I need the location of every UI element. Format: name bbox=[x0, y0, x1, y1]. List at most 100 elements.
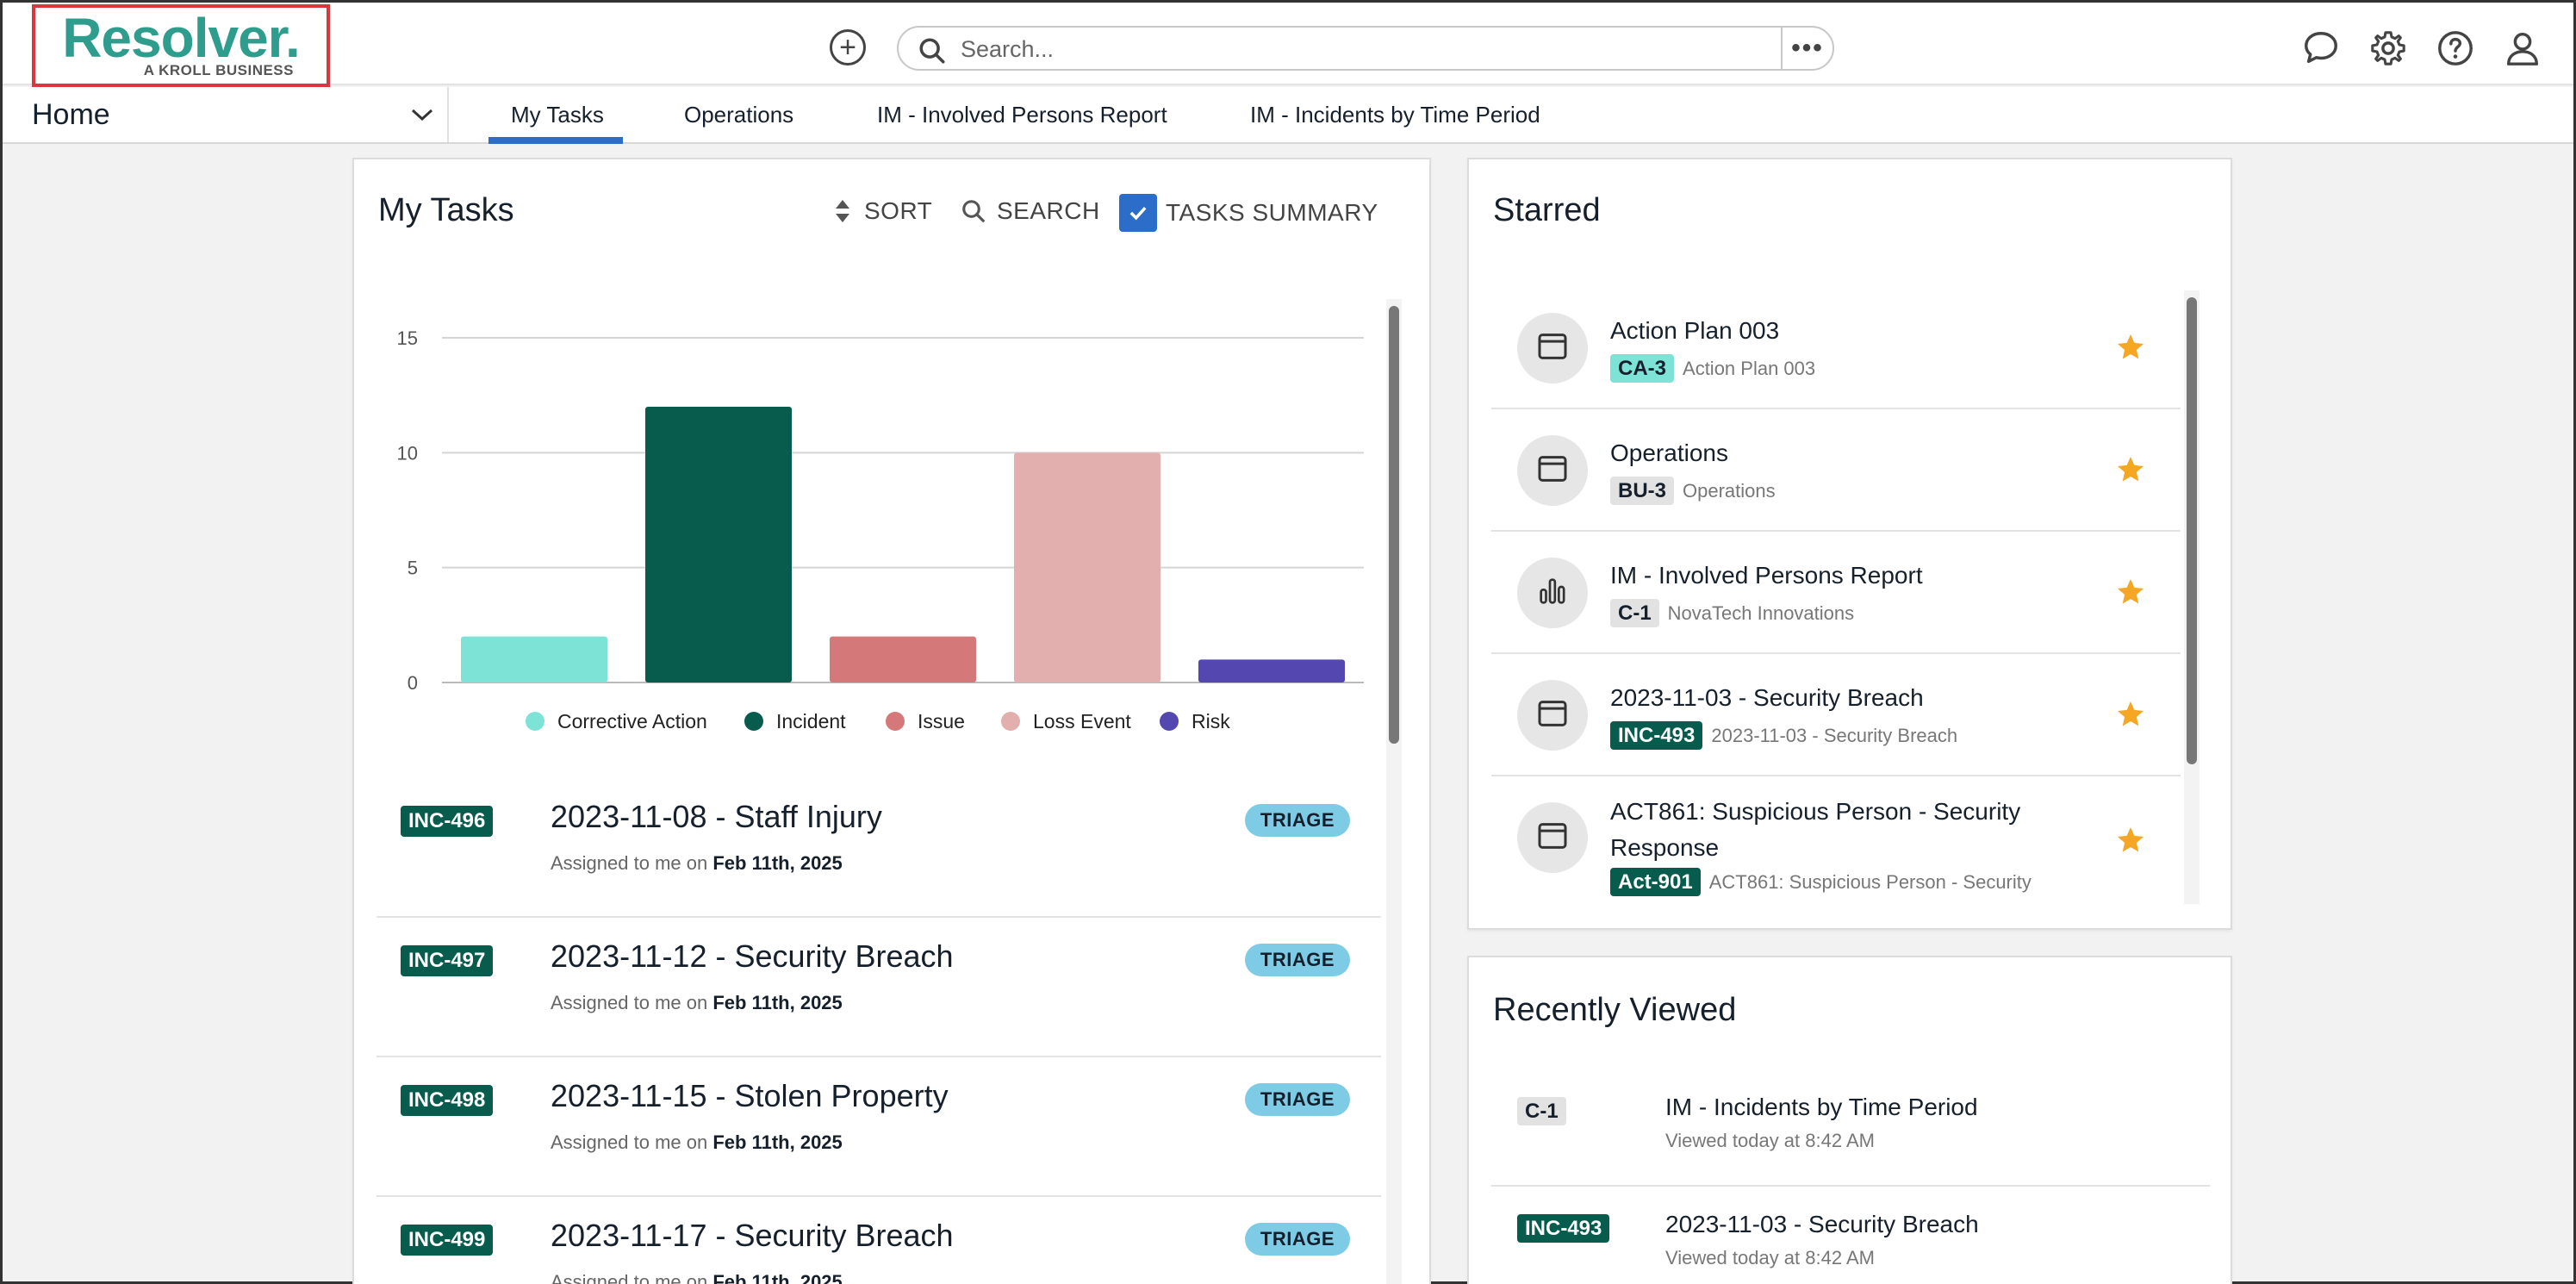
assigned-prefix: Assigned to me on bbox=[551, 992, 708, 1013]
top-bar: Resolver. A KROLL BUSINESS + ••• bbox=[3, 3, 2573, 87]
starred-item[interactable]: Action Plan 003 CA-3 Action Plan 003 bbox=[1491, 287, 2181, 409]
task-row[interactable]: INC-496 2023-11-08 - Staff Injury Assigned… bbox=[376, 778, 1381, 918]
checkbox-checked-icon[interactable] bbox=[1119, 194, 1157, 232]
legend-label: Loss Event bbox=[1033, 710, 1131, 732]
gear-icon[interactable] bbox=[2368, 28, 2408, 68]
search-options-button[interactable]: ••• bbox=[1781, 28, 1832, 69]
tab-im-incidents-by-time-period[interactable]: IM - Incidents by Time Period bbox=[1250, 101, 1540, 128]
nav-bar: Home My Tasks Operations IM - Involved P… bbox=[3, 87, 2573, 144]
task-search-button[interactable]: SEARCH bbox=[961, 197, 1100, 225]
tasks-summary-chart: 0 5 10 15 Corrective Action Incident Issue Loss… bbox=[397, 327, 1364, 732]
status-badge: TRIAGE bbox=[1244, 804, 1350, 837]
task-row[interactable]: INC-499 2023-11-17 - Security Breach Assig… bbox=[376, 1197, 1381, 1284]
bar bbox=[830, 636, 976, 683]
resolver-logo[interactable]: Resolver. A KROLL BUSINESS bbox=[32, 4, 330, 87]
plus-icon: + bbox=[839, 31, 856, 64]
assigned-prefix: Assigned to me on bbox=[551, 1131, 708, 1153]
starred-item-meta: C-1 NovaTech Innovations bbox=[1610, 599, 1854, 627]
y-tick-label: 15 bbox=[397, 327, 418, 349]
tab-operations[interactable]: Operations bbox=[684, 101, 794, 128]
starred-item[interactable]: 2023-11-03 - Security Breach INC-493 2023-… bbox=[1491, 654, 2181, 776]
bar bbox=[1198, 659, 1345, 683]
bar bbox=[645, 407, 792, 683]
tasks-scroll-thumb[interactable] bbox=[1389, 306, 1399, 744]
task-title[interactable]: 2023-11-17 - Security Breach bbox=[551, 1218, 954, 1253]
starred-item-subtitle: 2023-11-03 - Security Breach bbox=[1711, 724, 1958, 746]
global-search[interactable]: ••• bbox=[897, 26, 1834, 71]
tab-im-involved-persons-report[interactable]: IM - Involved Persons Report bbox=[877, 101, 1167, 128]
starred-item-badge: BU-3 bbox=[1610, 477, 1675, 505]
recent-item-title[interactable]: 2023-11-03 - Security Breach bbox=[1665, 1211, 1979, 1237]
starred-item[interactable]: Operations BU-3 Operations bbox=[1491, 409, 2181, 532]
task-id-badge: INC-497 bbox=[401, 945, 494, 976]
star-icon[interactable] bbox=[2115, 454, 2146, 485]
recent-item[interactable]: INC-493 2023-11-03 - Security Breach Viewe… bbox=[1491, 1187, 2210, 1284]
starred-item-icon-circle bbox=[1517, 680, 1588, 751]
starred-scroll-thumb[interactable] bbox=[2187, 297, 2197, 764]
star-icon[interactable] bbox=[2115, 699, 2146, 730]
starred-item-title[interactable]: Operations bbox=[1610, 439, 1728, 466]
assigned-date: Feb 11th, 2025 bbox=[712, 852, 843, 874]
starred-item[interactable]: IM - Involved Persons Report C-1 NovaTech … bbox=[1491, 532, 2181, 654]
status-badge: TRIAGE bbox=[1244, 1223, 1350, 1256]
search-icon bbox=[962, 200, 985, 222]
sort-label: SORT bbox=[864, 197, 933, 224]
star-icon[interactable] bbox=[2115, 825, 2146, 856]
search-label: SEARCH bbox=[997, 197, 1100, 224]
star-icon[interactable] bbox=[2115, 332, 2146, 363]
legend-marker bbox=[744, 712, 763, 731]
task-assigned-text: Assigned to me on Feb 11th, 2025 bbox=[551, 1131, 843, 1154]
help-icon[interactable] bbox=[2436, 28, 2475, 68]
starred-item-badge: INC-493 bbox=[1610, 721, 1703, 750]
task-title[interactable]: 2023-11-15 - Stolen Property bbox=[551, 1078, 949, 1113]
assigned-prefix: Assigned to me on bbox=[551, 852, 708, 874]
task-title[interactable]: 2023-11-12 - Security Breach bbox=[551, 938, 954, 974]
home-dropdown[interactable]: Home bbox=[32, 87, 449, 142]
bar-chart-icon bbox=[1535, 574, 1570, 613]
legend-label: Issue bbox=[918, 710, 965, 732]
task-row[interactable]: INC-497 2023-11-12 - Security Breach Assig… bbox=[376, 918, 1381, 1057]
starred-item-meta: Act-901 ACT861: Suspicious Person - Secur… bbox=[1610, 868, 2032, 896]
chat-icon[interactable] bbox=[2301, 28, 2341, 68]
assigned-date: Feb 11th, 2025 bbox=[712, 992, 843, 1013]
recent-item-subtitle: Viewed today at 8:42 AM bbox=[1665, 1247, 1875, 1268]
legend-marker bbox=[1160, 712, 1179, 731]
recent-item[interactable]: C-1 IM - Incidents by Time Period Viewed t… bbox=[1491, 1069, 2210, 1187]
starred-item-title[interactable]: IM - Involved Persons Report bbox=[1610, 562, 1923, 589]
user-icon[interactable] bbox=[2503, 28, 2542, 68]
add-button[interactable]: + bbox=[830, 29, 866, 65]
legend-label: Corrective Action bbox=[557, 710, 707, 732]
tasks-summary-label: TASKS SUMMARY bbox=[1166, 199, 1378, 226]
tab-my-tasks[interactable]: My Tasks bbox=[488, 87, 623, 144]
search-icon bbox=[919, 38, 945, 64]
legend-marker bbox=[526, 712, 544, 731]
starred-item-title[interactable]: Action Plan 003 bbox=[1610, 317, 1780, 344]
my-tasks-title: My Tasks bbox=[378, 192, 514, 228]
search-input[interactable] bbox=[961, 34, 1753, 64]
window-icon bbox=[1535, 819, 1570, 857]
tasks-summary-toggle[interactable]: TASKS SUMMARY bbox=[1119, 194, 1378, 232]
starred-item-icon-circle bbox=[1517, 802, 1588, 873]
starred-item-subtitle: Action Plan 003 bbox=[1683, 357, 1816, 379]
recent-item-subtitle: Viewed today at 8:42 AM bbox=[1665, 1130, 1875, 1151]
starred-item[interactable]: ACT861: Suspicious Person - Security Res… bbox=[1491, 776, 2181, 904]
starred-panel bbox=[1467, 158, 2232, 930]
starred-item-badge: C-1 bbox=[1610, 599, 1659, 627]
task-assigned-text: Assigned to me on Feb 11th, 2025 bbox=[551, 992, 843, 1014]
sort-button[interactable]: SORT bbox=[833, 197, 932, 225]
starred-item-meta: INC-493 2023-11-03 - Security Breach bbox=[1610, 721, 1957, 750]
y-tick-label: 5 bbox=[408, 558, 418, 579]
task-row[interactable]: INC-498 2023-11-15 - Stolen Property Assig… bbox=[376, 1057, 1381, 1197]
star-icon[interactable] bbox=[2115, 577, 2146, 608]
starred-item-icon-circle bbox=[1517, 435, 1588, 506]
starred-item-meta: BU-3 Operations bbox=[1610, 477, 1776, 505]
starred-item-subtitle: NovaTech Innovations bbox=[1667, 601, 1855, 624]
assigned-prefix: Assigned to me on bbox=[551, 1271, 708, 1284]
logo-tagline: A KROLL BUSINESS bbox=[143, 62, 294, 78]
recent-item-title[interactable]: IM - Incidents by Time Period bbox=[1665, 1094, 1978, 1120]
starred-item-title[interactable]: ACT861: Suspicious Person - Security Res… bbox=[1610, 798, 2021, 861]
task-title[interactable]: 2023-11-08 - Staff Injury bbox=[551, 799, 882, 834]
starred-item-title[interactable]: 2023-11-03 - Security Breach bbox=[1610, 684, 1924, 711]
legend-label: Incident bbox=[776, 710, 846, 732]
starred-item-badge: CA-3 bbox=[1610, 354, 1675, 383]
